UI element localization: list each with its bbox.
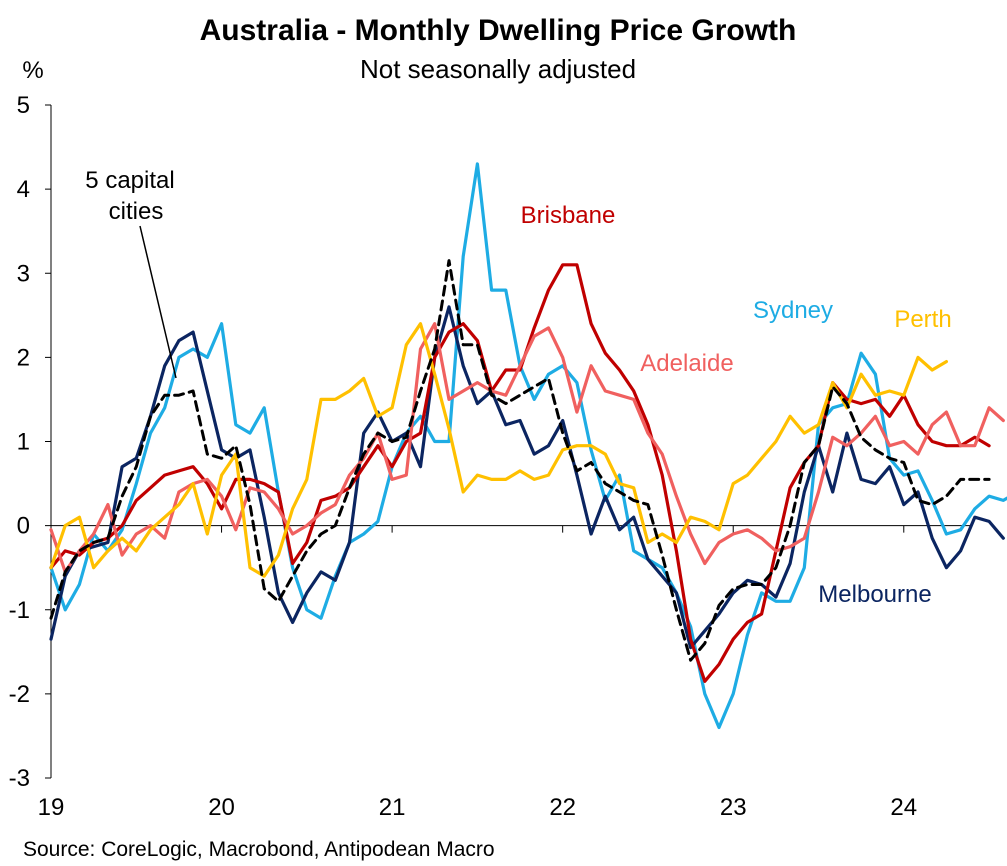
series-line-sydney	[49, 162, 1007, 730]
capital-cities-annotation: 5 capital cities	[85, 167, 177, 379]
y-tick-label: -3	[9, 765, 30, 792]
series-line-brisbane	[49, 263, 991, 683]
y-tick-label: 3	[17, 260, 30, 287]
y-tick-label: 0	[17, 513, 30, 540]
chart-subtitle: Not seasonally adjusted	[360, 54, 636, 84]
y-tick-label: 5	[17, 92, 30, 119]
y-tick-label: 1	[17, 429, 30, 456]
x-tick-label: 24	[890, 794, 917, 821]
series-label-perth: Perth	[894, 306, 951, 333]
y-tick-label: 2	[17, 344, 30, 371]
x-tick-label: 23	[720, 794, 747, 821]
x-axis-ticks: 19 20 21 22 23 24	[38, 525, 917, 821]
y-tick-label: 4	[17, 176, 30, 203]
x-tick-label: 19	[38, 794, 65, 821]
series-line-5-capital-cities	[49, 259, 991, 662]
series-lines	[49, 162, 1007, 730]
source-note: Source: CoreLogic, Macrobond, Antipodean…	[23, 838, 495, 861]
annotation-line-1: 5 capital	[85, 167, 174, 194]
y-axis-unit: %	[22, 57, 43, 84]
x-tick-label: 20	[208, 794, 235, 821]
y-tick-label: -2	[9, 681, 30, 708]
y-axis-ticks: 5 4 3 2 1 0 -1 -2 -3	[9, 92, 51, 792]
series-line-adelaide	[49, 322, 1005, 574]
x-tick-label: 22	[549, 794, 576, 821]
chart-title: Australia - Monthly Dwelling Price Growt…	[200, 14, 797, 47]
series-line-perth	[49, 322, 949, 578]
annotation-line-2: cities	[109, 198, 164, 225]
y-tick-label: -1	[9, 597, 30, 624]
annotation-pointer	[139, 225, 177, 379]
chart-axes	[50, 105, 972, 778]
series-label-melbourne: Melbourne	[818, 581, 931, 608]
x-tick-label: 21	[379, 794, 406, 821]
series-label-sydney: Sydney	[753, 297, 833, 324]
series-label-brisbane: Brisbane	[521, 202, 616, 229]
series-labels: Brisbane Sydney Perth Adelaide Melbourne	[521, 202, 952, 608]
series-label-adelaide: Adelaide	[640, 350, 733, 377]
